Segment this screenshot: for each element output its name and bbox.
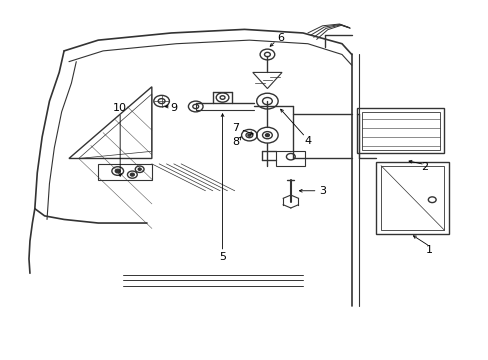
Text: 4: 4 (304, 136, 311, 145)
Text: 5: 5 (219, 252, 225, 262)
Circle shape (265, 134, 269, 136)
Text: 1: 1 (426, 245, 432, 255)
Circle shape (115, 169, 120, 173)
Text: 3: 3 (318, 186, 325, 196)
Circle shape (247, 134, 250, 136)
Text: 8: 8 (232, 138, 239, 147)
Bar (276, 151, 305, 166)
Text: 2: 2 (421, 162, 427, 172)
Text: 9: 9 (170, 103, 177, 113)
Circle shape (138, 168, 141, 170)
Circle shape (130, 173, 134, 176)
Text: 7: 7 (232, 123, 239, 133)
Text: 6: 6 (277, 33, 284, 43)
Text: 10: 10 (113, 103, 127, 113)
